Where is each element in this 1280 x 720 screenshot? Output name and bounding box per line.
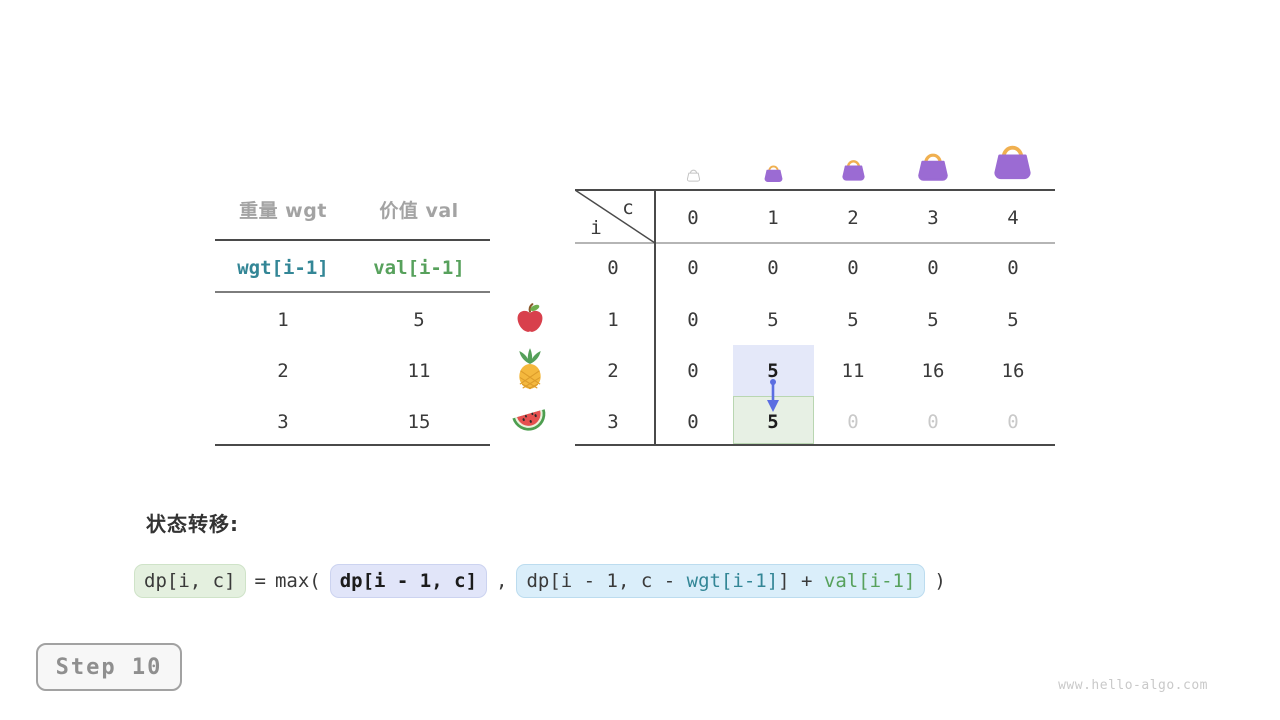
watermark: www.hello-algo.com: [1058, 678, 1208, 693]
dp-cell-r1-c1: 5: [767, 309, 779, 331]
formula-arg2-pill: dp[i - 1, c - wgt[i-1]] + val[i-1]: [516, 563, 926, 599]
item-row-2-wgt: 2: [277, 360, 289, 382]
dp-cell-r2-c0: 0: [687, 360, 699, 382]
dp-row-header-0: 0: [607, 257, 619, 279]
dp-cell-r3-c2: 0: [847, 411, 859, 433]
item-row-1-val: 5: [413, 309, 425, 331]
dp-col-header-3: 3: [927, 207, 939, 229]
item-row-2-val: 11: [407, 360, 431, 382]
dp-col-header-0: 0: [687, 207, 699, 229]
dp-cell-r0-c2: 0: [847, 257, 859, 279]
item-table-divider-mid: [215, 291, 490, 293]
formula-arg2-wgt: wgt[i-1]: [686, 569, 779, 592]
dp-table-vertical-divider: [654, 190, 656, 445]
bag-capacity-1-icon: [762, 162, 785, 188]
transition-arrow-icon: [767, 379, 779, 412]
dp-cell-r2-c4: 16: [1001, 360, 1025, 382]
formula-equals: =: [254, 570, 266, 592]
corner-row-label: i: [590, 217, 602, 239]
dp-table-bottom-border: [575, 444, 1055, 446]
dp-cell-r0-c4: 0: [1007, 257, 1019, 279]
dp-col-header-4: 4: [1007, 207, 1019, 229]
item-row-3-wgt: 3: [277, 411, 289, 433]
item-table-divider-bottom: [215, 444, 490, 446]
apple-icon: [513, 301, 547, 339]
formula-comma: ,: [496, 570, 508, 592]
dp-cell-r0-c0: 0: [687, 257, 699, 279]
pineapple-icon: [512, 348, 548, 394]
formula-arg2-mid: ] +: [778, 569, 824, 592]
corner-col-label: c: [622, 197, 634, 219]
bag-capacity-4-icon: [989, 139, 1036, 187]
dp-cell-r2-c2: 11: [841, 360, 865, 382]
formula-arg2-prefix: dp[i - 1, c -: [526, 569, 687, 592]
dp-row-header-3: 3: [607, 411, 619, 433]
dp-cell-r3-c4: 0: [1007, 411, 1019, 433]
bag-capacity-0-icon: [685, 167, 702, 187]
dp-cell-r0-c3: 0: [927, 257, 939, 279]
watermelon-icon: [509, 404, 551, 442]
corner-diagonal-line: [575, 190, 655, 243]
dp-cell-r2-c1-source: 5: [767, 360, 779, 382]
item-row-1-wgt: 1: [277, 309, 289, 331]
formula-lhs-pill: dp[i, c]: [134, 563, 246, 599]
dp-cell-r1-c3: 5: [927, 309, 939, 331]
dp-cell-r3-c1-target: 5: [767, 411, 779, 433]
dp-col-header-1: 1: [767, 207, 779, 229]
state-transition-formula: dp[i, c] = max( dp[i - 1, c] , dp[i - 1,…: [134, 561, 946, 601]
formula-arg2-val: val[i-1]: [823, 569, 916, 592]
item-table-header-weight: 重量 wgt: [239, 200, 327, 222]
dp-col-header-2: 2: [847, 207, 859, 229]
formula-close-paren: ): [934, 570, 946, 592]
dp-cell-r1-c4: 5: [1007, 309, 1019, 331]
dp-cell-r3-c3: 0: [927, 411, 939, 433]
dp-table-header-underline: [575, 242, 1055, 244]
item-row-3-val: 15: [407, 411, 431, 433]
step-badge: Step 10: [36, 643, 182, 691]
item-table-val-formula: val[i-1]: [373, 257, 465, 279]
formula-max-open: max(: [274, 570, 321, 592]
item-table-wgt-formula: wgt[i-1]: [237, 257, 329, 279]
bag-capacity-3-icon: [914, 148, 952, 188]
dp-row-header-2: 2: [607, 360, 619, 382]
dp-cell-r3-c0: 0: [687, 411, 699, 433]
item-table-header-value: 价值 val: [379, 200, 459, 222]
dp-cell-r0-c1: 0: [767, 257, 779, 279]
dp-cell-r1-c2: 5: [847, 309, 859, 331]
item-table-divider-top: [215, 239, 490, 241]
dp-cell-r2-c3: 16: [921, 360, 945, 382]
dp-row-header-1: 1: [607, 309, 619, 331]
formula-arg1-pill: dp[i - 1, c]: [329, 563, 488, 599]
bag-capacity-2-icon: [839, 156, 868, 187]
dp-cell-r1-c0: 0: [687, 309, 699, 331]
dp-table-top-border: [575, 189, 1055, 191]
state-transition-heading: 状态转移:: [146, 512, 239, 536]
